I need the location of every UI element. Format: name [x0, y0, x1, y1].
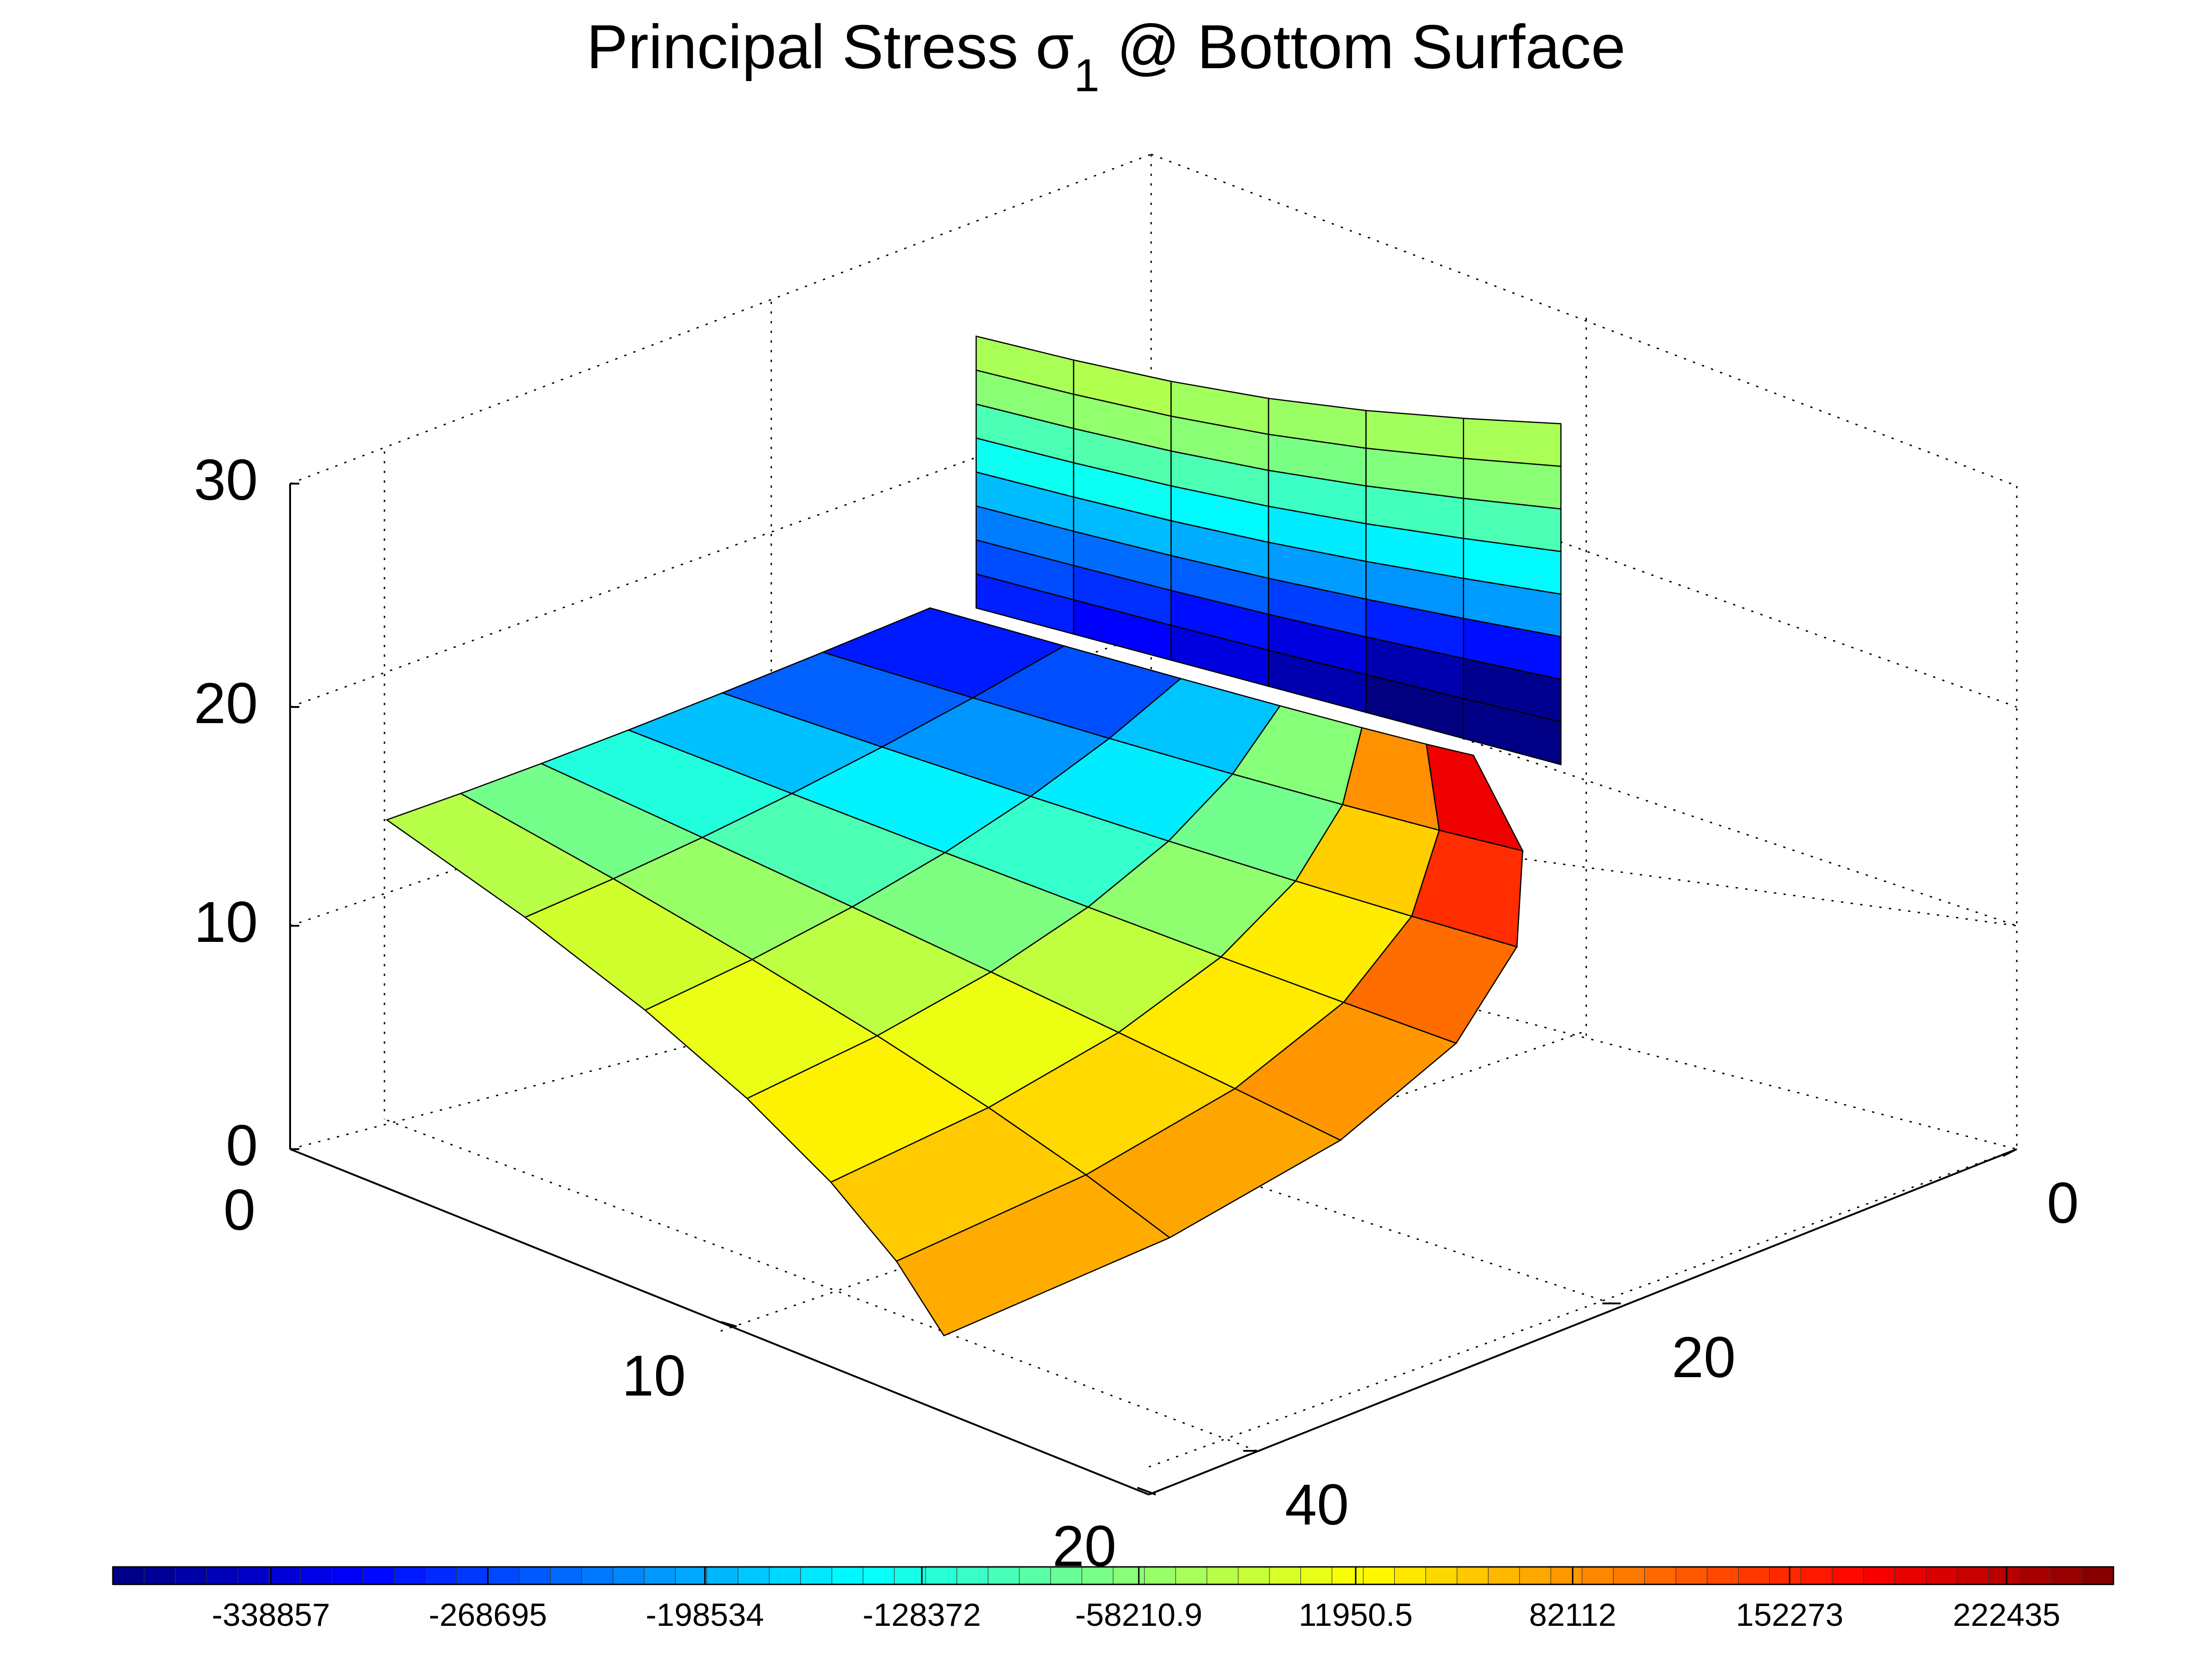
colorbar-segment: [675, 1566, 708, 1585]
colorbar-segment: [1956, 1566, 1989, 1585]
chart-title-main: Principal Stress σ: [587, 12, 1074, 82]
colorbar-segment: [394, 1566, 426, 1585]
chart-title: Principal Stress σ1 @ Bottom Surface: [587, 12, 1626, 101]
colorbar-segment: [644, 1566, 676, 1585]
z-tick-label-30: 30: [194, 448, 258, 512]
colorbar-tick-label: 152273: [1736, 1597, 1844, 1633]
colorbar-segment: [1800, 1566, 1833, 1585]
surface-cell: [1426, 743, 1524, 852]
colorbar-segment: [769, 1566, 801, 1585]
colorbar-segment: [144, 1566, 176, 1585]
colorbar-segment: [1863, 1566, 1895, 1585]
colorbar-segment: [988, 1566, 1020, 1585]
y-tick-label-20: 20: [1671, 1326, 1735, 1390]
colorbar-segment: [206, 1566, 239, 1585]
x-tick-label-10: 10: [622, 1344, 686, 1408]
colorbar-segment: [1456, 1566, 1489, 1585]
colorbar-segment: [1144, 1566, 1176, 1585]
z-tick-label-10: 10: [194, 890, 258, 954]
colorbar-segment: [1613, 1566, 1645, 1585]
colorbar-segment: [550, 1566, 582, 1585]
colorbar-segment: [1238, 1566, 1270, 1585]
colorbar-tick-labels: -338857 -268695 -198534 -128372 -58210.9 1195…: [212, 1567, 2061, 1633]
colorbar-segment: [800, 1566, 832, 1585]
y-tick-label-0: 0: [2047, 1171, 2079, 1235]
colorbar-segment: [1550, 1566, 1583, 1585]
colorbar-tick-label: 222435: [1953, 1597, 2061, 1633]
colorbar-segment: [1112, 1566, 1145, 1585]
colorbar-segment: [1832, 1566, 1864, 1585]
colorbar-segment: [362, 1566, 395, 1585]
z-tick-label-0: 0: [226, 1114, 258, 1178]
colorbar-segment: [1706, 1566, 1739, 1585]
colorbar-segment: [1769, 1566, 1802, 1585]
colorbar-segment: [2019, 1566, 2052, 1585]
colorbar-segment: [1175, 1566, 1208, 1585]
colorbar-segment: [1644, 1566, 1676, 1585]
colorbar-segment: [1488, 1566, 1520, 1585]
colorbar-segment: [1394, 1566, 1426, 1585]
colorbar-segment: [2050, 1566, 2083, 1585]
colorbar-segment: [1425, 1566, 1458, 1585]
colorbar-segment: [1269, 1566, 1302, 1585]
colorbar-segment: [612, 1566, 645, 1585]
colorbar: [112, 1566, 2114, 1585]
colorbar-segment: [1300, 1566, 1333, 1585]
colorbar-segment: [237, 1566, 270, 1585]
colorbar-segment: [862, 1566, 895, 1585]
axes: [289, 483, 2017, 1495]
y-tick-label-40: 40: [1285, 1473, 1349, 1537]
colorbar-segment: [831, 1566, 864, 1585]
colorbar-segment: [1019, 1566, 1051, 1585]
colorbar-segment: [300, 1566, 332, 1585]
colorbar-segment: [1206, 1566, 1239, 1585]
colorbar-tick-label: 11950.5: [1298, 1597, 1413, 1633]
colorbar-segment: [175, 1566, 207, 1585]
x-tick-label-0: 0: [223, 1178, 256, 1242]
colorbar-segment: [1738, 1566, 1770, 1585]
colorbar-segment: [2082, 1566, 2114, 1585]
colorbar-segment: [1519, 1566, 1552, 1585]
colorbar-segment: [1332, 1566, 1364, 1585]
colorbar-segment: [268, 1566, 301, 1585]
colorbar-segment: [1082, 1566, 1114, 1585]
colorbar-segment: [1363, 1566, 1395, 1585]
colorbar-segment: [925, 1566, 958, 1585]
colorbar-segment: [1926, 1566, 1958, 1585]
colorbar-segment: [1894, 1566, 1927, 1585]
colorbar-segment: [331, 1566, 364, 1585]
colorbar-tick-label: -58210.9: [1075, 1597, 1202, 1633]
chart-title-subscript: 1: [1074, 50, 1100, 101]
colorbar-segment: [956, 1566, 989, 1585]
colorbar-segment: [894, 1566, 926, 1585]
colorbar-segment: [1988, 1566, 2020, 1585]
colorbar-tick-label: -198534: [646, 1597, 764, 1633]
colorbar-frame: [112, 1566, 2114, 1585]
z-tick-label-20: 20: [194, 672, 258, 736]
colorbar-segment: [738, 1566, 770, 1585]
colorbar-segment: [112, 1566, 145, 1585]
colorbar-tick-label: 82112: [1529, 1597, 1616, 1633]
colorbar-segment: [581, 1566, 614, 1585]
colorbar-tick-label: -268695: [429, 1597, 547, 1633]
colorbar-segment: [1050, 1566, 1083, 1585]
wall-cell: [1463, 697, 1562, 765]
stress-surface: [385, 335, 1562, 1337]
colorbar-segment: [1582, 1566, 1614, 1585]
colorbar-tick-label: -338857: [212, 1597, 330, 1633]
colorbar-segment: [1675, 1566, 1708, 1585]
colorbar-segment: [518, 1566, 551, 1585]
colorbar-segment: [456, 1566, 489, 1585]
colorbar-tick-label: -128372: [863, 1597, 981, 1633]
chart-title-suffix: @ Bottom Surface: [1100, 12, 1626, 82]
colorbar-segment: [488, 1566, 520, 1585]
colorbar-segment: [706, 1566, 739, 1585]
colorbar-segment: [425, 1566, 458, 1585]
